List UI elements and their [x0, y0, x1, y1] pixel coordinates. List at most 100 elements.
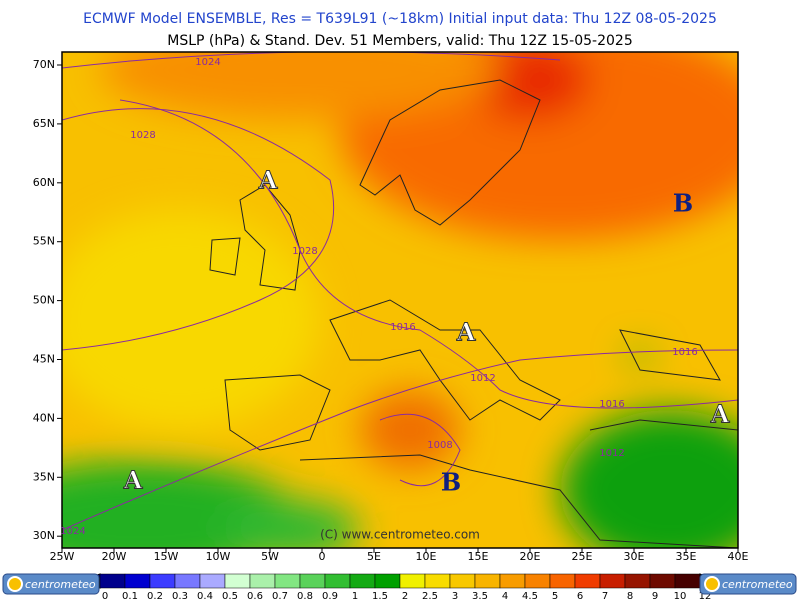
colorbar-box [649, 573, 676, 589]
colorbar-label: 0.8 [297, 591, 313, 600]
lat-label: 50N [33, 294, 55, 307]
colorbar-box [574, 573, 601, 589]
lon-label: 25E [572, 550, 593, 563]
lon-label: 10W [206, 550, 231, 563]
logo-right-text: centrometeo [722, 578, 793, 591]
colorbar-label: 8 [627, 591, 633, 600]
logo-right-box [699, 573, 797, 595]
logo-left-icon [7, 576, 23, 592]
isobar-label: 1024 [60, 526, 85, 537]
isobar-label: 1016 [390, 322, 415, 333]
lat-label: 70N [33, 58, 55, 71]
colorbar-label: 6 [577, 591, 583, 600]
colorbar-box [274, 573, 301, 589]
pressure-center: A [710, 400, 730, 429]
colorbar-label: 10 [674, 591, 687, 600]
colorbar-label: 12 [699, 591, 712, 600]
lon-label: 10E [416, 550, 437, 563]
colorbar-label: 5 [552, 591, 558, 600]
colorbar-box [449, 573, 476, 589]
colorbar-label: 1 [352, 591, 358, 600]
pressure-center: B [673, 189, 693, 218]
colorbar-label: 7 [602, 591, 608, 600]
pressure-center: B [441, 468, 461, 497]
coastlines [209, 79, 738, 548]
colorbar-box [174, 573, 201, 589]
map-field [62, 52, 738, 548]
lat-label: 30N [33, 529, 55, 542]
colorbar-label: 0 [102, 591, 108, 600]
colorbar-label: 4 [502, 591, 508, 600]
colorbar-label: 2.5 [422, 591, 438, 600]
lon-label: 35E [676, 550, 697, 563]
colorbar-box [374, 573, 401, 589]
lat-label: 40N [33, 411, 55, 424]
colorbar-label: 3 [452, 591, 458, 600]
logo-right-icon [704, 576, 720, 592]
colorbar-label: 0.9 [322, 591, 338, 600]
colorbar-label: 4.5 [522, 591, 538, 600]
colorbar-box [249, 573, 276, 589]
colorbar-label: 0.5 [222, 591, 238, 600]
map-frame [61, 51, 739, 549]
colorbar-box [99, 573, 126, 589]
lon-label: 5E [367, 550, 381, 563]
colorbar-box [324, 573, 351, 589]
colorbar-box [299, 573, 326, 589]
colorbar-box [499, 573, 526, 589]
copyright: (C) www.centrometeo.com [320, 528, 480, 542]
colorbar-label: 3.5 [472, 591, 488, 600]
colorbar-label: 0.7 [272, 591, 288, 600]
logo-left-text: centrometeo [25, 578, 96, 591]
lon-label: 20E [520, 550, 541, 563]
colorbar-box [474, 573, 501, 589]
lon-label: 30E [624, 550, 645, 563]
lat-label: 35N [33, 470, 55, 483]
colorbar-label: 0.6 [247, 591, 263, 600]
colorbar-box [549, 573, 576, 589]
pressure-center: A [456, 318, 476, 347]
lon-label: 15E [468, 550, 489, 563]
lon-label: 25W [50, 550, 75, 563]
isobar-label: 1028 [292, 246, 317, 257]
colorbar-box [674, 573, 701, 589]
isobar-label: 1016 [599, 399, 624, 410]
lat-label: 55N [33, 235, 55, 248]
isobar-label: 1028 [130, 130, 155, 141]
colorbar-label: 9 [652, 591, 658, 600]
lon-label: 0 [319, 550, 326, 563]
lat-label: 45N [33, 353, 55, 366]
title: ECMWF Model ENSEMBLE, Res = T639L91 (~18… [83, 11, 717, 27]
subtitle: MSLP (hPa) & Stand. Dev. 51 Members, val… [167, 33, 632, 49]
colorbar-box [124, 573, 151, 589]
lon-label: 20W [102, 550, 127, 563]
colorbar-label: 0.4 [197, 591, 213, 600]
isobar-label: 1012 [470, 373, 495, 384]
colorbar-box [149, 573, 176, 589]
field-blobs [62, 52, 738, 548]
colorbar-box [624, 573, 651, 589]
colorbar-box [399, 573, 426, 589]
colorbar-label: 0.2 [147, 591, 163, 600]
colorbar-box [524, 573, 551, 589]
lon-label: 15W [154, 550, 179, 563]
colorbar-label: 0.1 [122, 591, 138, 600]
colorbar-label: 1.5 [372, 591, 388, 600]
colorbar-label: 0.3 [172, 591, 188, 600]
isobar-label: 1008 [427, 440, 452, 451]
pressure-center: A [123, 466, 143, 495]
colorbar-box [199, 573, 226, 589]
isobar-label: 1016 [672, 347, 697, 358]
logo-left-box [2, 573, 100, 595]
lat-label: 60N [33, 176, 55, 189]
lon-label: 40E [728, 550, 749, 563]
isobar-label: 1012 [599, 448, 624, 459]
colorbar-box [224, 573, 251, 589]
isobar-label: 1024 [195, 57, 220, 68]
colorbar-box [599, 573, 626, 589]
lon-label: 5W [261, 550, 279, 563]
pressure-center: A [258, 166, 278, 195]
colorbar-box [424, 573, 451, 589]
